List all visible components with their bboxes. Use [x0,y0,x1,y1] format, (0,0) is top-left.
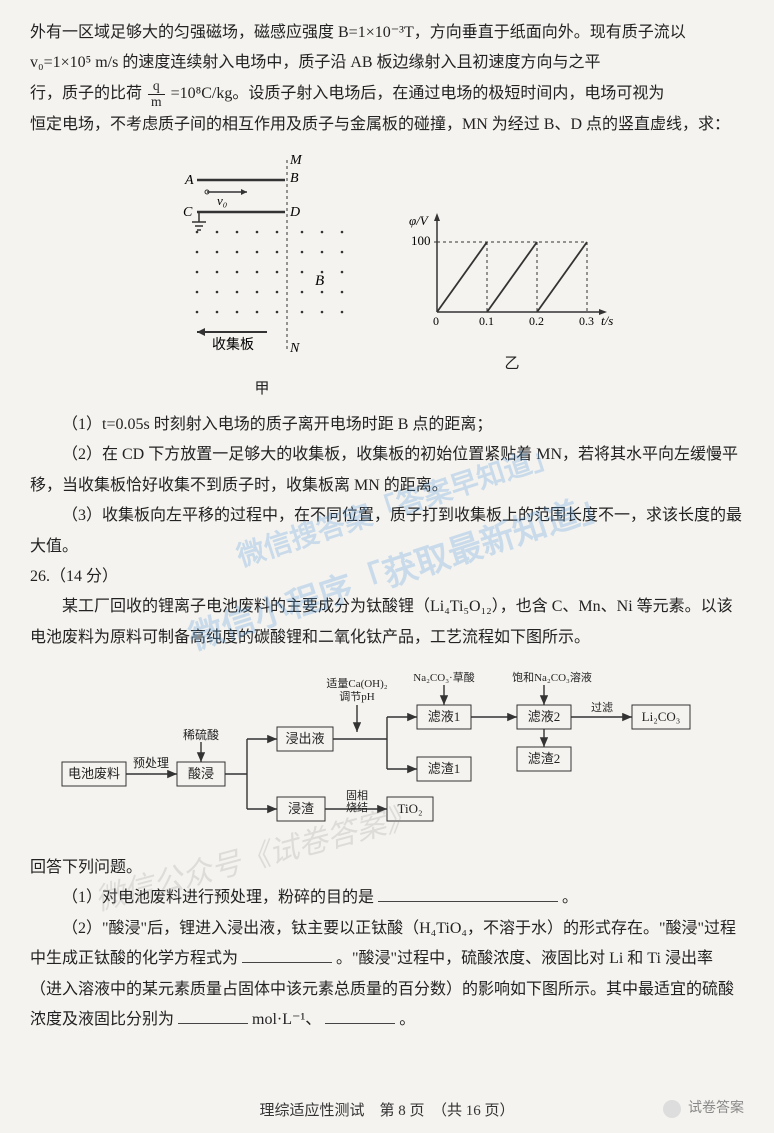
label-A: A [184,173,194,188]
q25-intro-line1: 外有一区域足够大的匀强磁场，磁感应强度 B=1×10⁻³T，方向垂直于纸面向外。… [30,18,744,79]
q26-num: 26.（14 分） [30,562,744,592]
label-B: B [290,171,299,186]
footer-right: 试卷答案 [663,1096,745,1123]
frac-num: q [148,79,165,95]
x0: 0 [433,314,439,328]
footer-avatar-icon [663,1100,681,1118]
flow-a3bot: 调节pH [339,690,374,703]
q26-p2: （2）"酸浸"后，锂进入浸出液，钛主要以正钛酸（H₄TiO₄，不溶于水）的形式存… [30,914,744,1036]
q25-intro-line3: 恒定电场，不考虑质子间的相互作用及质子与金属板的碰撞，MN 为经过 B、D 点的… [30,110,744,140]
q26-p1-suf: 。 [562,889,578,906]
flow-a2: 稀硫酸 [183,727,219,742]
ylab: φ/V [409,213,430,228]
label-N: N [289,341,300,356]
diagram-jia-svg: M N A B v₀ C D [157,152,367,362]
diagram-yi-svg: φ/V 100 0 0.1 0.2 0.3 t/s [407,207,617,337]
diagram-yi: φ/V 100 0 0.1 0.2 0.3 t/s 乙 [407,207,617,404]
flow-a9: 过滤 [591,701,613,714]
page-footer: 理综适应性测试 第 8 页 （共 16 页） [0,1097,774,1126]
q26-answer-prompt: 回答下列问题。 [30,853,744,883]
flow-n7: 滤渣1 [428,761,461,776]
flow-a8: 饱和Na₂CO₃溶液 [512,670,592,684]
label-C: C [183,205,193,220]
flow-n6: 滤液1 [428,709,461,724]
flow-n10: Li₂CO₃ [642,709,681,724]
ymax: 100 [411,233,431,248]
q25-p3: （3）收集板向左平移的过程中，在不同位置，质子打到收集板上的范围长度不一，求该长… [30,501,744,562]
flow-a6: Na₂CO₃·草酸 [413,670,474,684]
diagram-yi-label: 乙 [407,350,617,379]
q26-p1-pre: （1）对电池废料进行预处理，粉碎的目的是 [62,889,374,906]
label-collect: 收集板 [212,336,254,353]
svg-text:烧结: 烧结 [346,801,368,814]
flow-n4: 浸渣 [288,801,314,816]
xlab: t/s [601,313,613,328]
q26-intro: 某工厂回收的锂离子电池废料的主要成分为钛酸锂（Li₄Ti₅O₁₂），也含 C、M… [30,592,744,653]
label-Bfield: B [315,273,324,289]
blank-3[interactable] [178,1008,248,1024]
label-M: M [289,153,303,168]
label-v0: v₀ [217,193,227,208]
label-D: D [289,205,300,220]
frac-den: m [148,95,165,110]
q25-p2: （2）在 CD 下方放置一足够大的收集板，收集板的初始位置紧贴着 MN，若将其水… [30,440,744,501]
x3: 0.3 [579,314,594,328]
flow-n3: 浸出液 [285,731,324,746]
q25-diagrams: M N A B v₀ C D [30,152,744,404]
flow-a1: 预处理 [133,756,169,770]
x2: 0.2 [529,314,544,328]
q26-p2c: mol·L⁻¹、 [252,1011,321,1028]
q25-p1: （1）t=0.05s 时刻射入电场的质子离开电场时距 B 点的距离； [30,410,744,440]
q26-flowchart: 电池废料 酸浸 浸出液 浸渣 TiO₂ 滤液1 滤渣1 滤液2 滤渣2 Li₂C… [30,667,744,847]
q25-intro2-pre: 行，质子的比荷 [30,85,142,102]
blank-2[interactable] [242,947,332,963]
svg-text:固相: 固相 [346,789,368,802]
q25-intro2-post: =10⁸C/kg。设质子射入电场后，在通过电场的极短时间内，电场可视为 [171,85,665,102]
flow-n8: 滤液2 [528,709,561,724]
blank-4[interactable] [325,1008,395,1024]
q26-p1: （1）对电池废料进行预处理，粉碎的目的是 。 [30,883,744,913]
flow-n5: TiO₂ [397,801,422,816]
q25-intro-line2: 行，质子的比荷 q m =10⁸C/kg。设质子射入电场后，在通过电场的极短时间… [30,79,744,110]
flow-n1: 电池废料 [68,766,120,781]
x1: 0.1 [479,314,494,328]
flow-a3top: 适量Ca(OH)₂ [326,677,387,690]
blank-1[interactable] [378,886,558,902]
q26-p2d: 。 [399,1011,415,1028]
flowchart-svg: 电池废料 酸浸 浸出液 浸渣 TiO₂ 滤液1 滤渣1 滤液2 滤渣2 Li₂C… [57,667,717,847]
diagram-jia-label: 甲 [157,375,367,404]
footer-right-text: 试卷答案 [688,1101,744,1116]
diagram-jia: M N A B v₀ C D [157,152,367,404]
flow-n2: 酸浸 [188,766,214,781]
q25-frac-qm: q m [148,79,165,110]
flow-n9: 滤渣2 [528,751,561,766]
